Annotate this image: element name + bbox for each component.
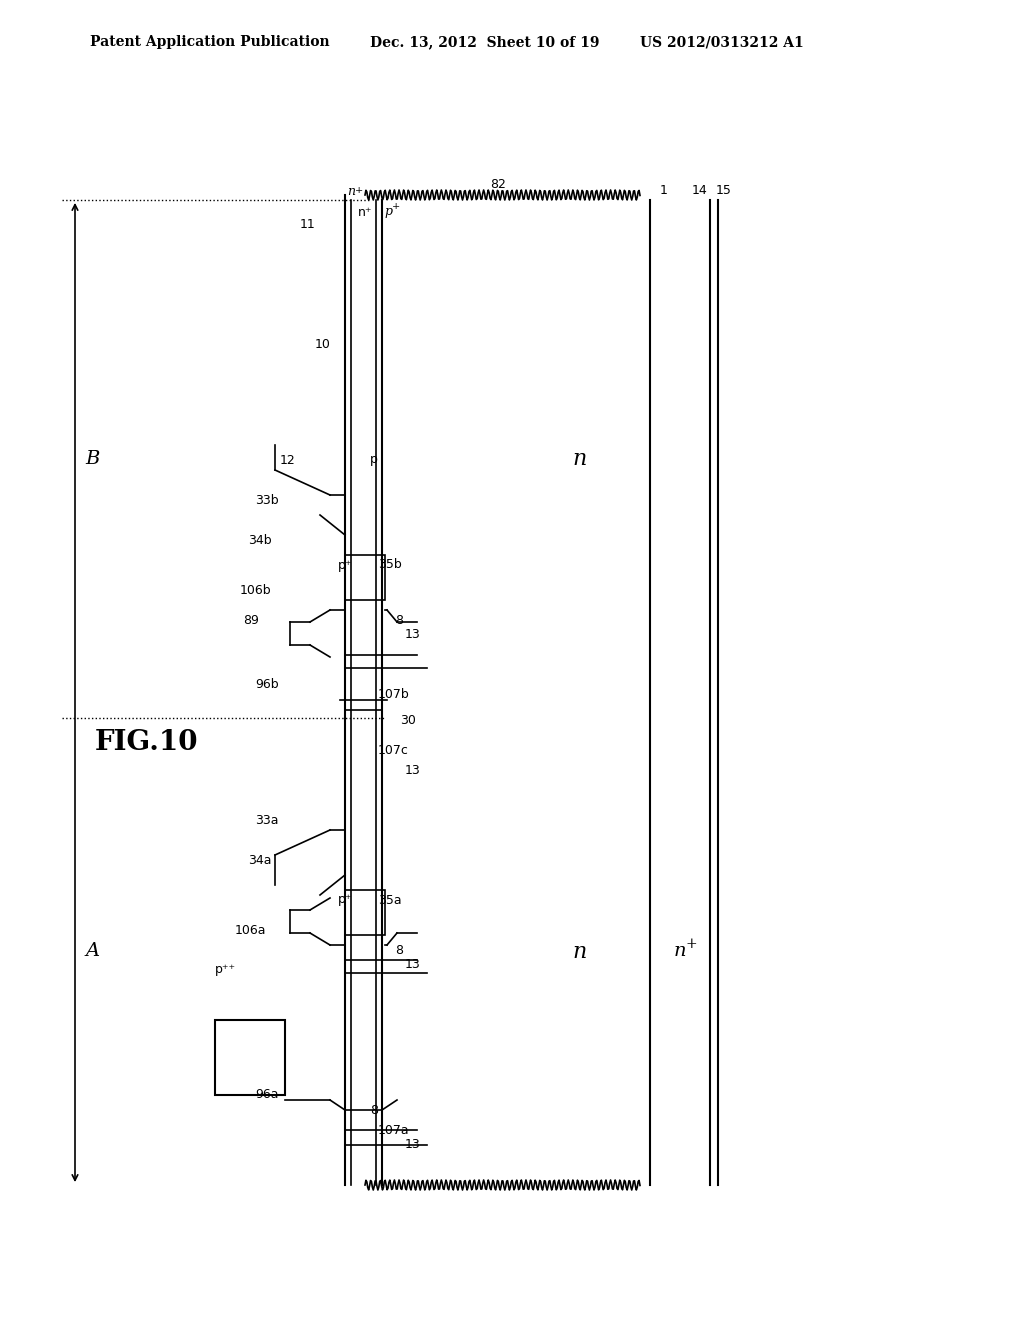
Text: B: B bbox=[85, 450, 99, 469]
Text: +: + bbox=[355, 186, 364, 195]
Text: p⁺: p⁺ bbox=[338, 558, 352, 572]
Text: 107a: 107a bbox=[378, 1123, 410, 1137]
Text: 1: 1 bbox=[660, 183, 668, 197]
Text: +: + bbox=[685, 936, 696, 950]
Text: 34a: 34a bbox=[248, 854, 271, 866]
Text: 107b: 107b bbox=[378, 689, 410, 701]
Text: p: p bbox=[384, 205, 392, 218]
Bar bbox=[345, 554, 385, 601]
Text: +: + bbox=[392, 202, 400, 211]
Text: 8: 8 bbox=[370, 1104, 378, 1117]
Text: p⁺⁺: p⁺⁺ bbox=[215, 964, 237, 977]
Text: 34b: 34b bbox=[248, 533, 271, 546]
Text: 15: 15 bbox=[716, 183, 732, 197]
Bar bbox=[215, 1020, 285, 1096]
Text: 33a: 33a bbox=[255, 813, 279, 826]
Text: n: n bbox=[572, 447, 587, 470]
Text: 12: 12 bbox=[280, 454, 296, 466]
Text: 8: 8 bbox=[395, 614, 403, 627]
Text: Patent Application Publication: Patent Application Publication bbox=[90, 36, 330, 49]
Text: 35a: 35a bbox=[378, 894, 401, 907]
Text: n⁺: n⁺ bbox=[358, 206, 373, 219]
Text: n: n bbox=[674, 942, 686, 961]
Text: US 2012/0313212 A1: US 2012/0313212 A1 bbox=[640, 36, 804, 49]
Text: 8: 8 bbox=[395, 944, 403, 957]
Text: 10: 10 bbox=[315, 338, 331, 351]
Text: 13: 13 bbox=[406, 958, 421, 972]
Text: p: p bbox=[370, 454, 378, 466]
Text: 96b: 96b bbox=[255, 678, 279, 692]
Text: 13: 13 bbox=[406, 1138, 421, 1151]
Text: n: n bbox=[347, 185, 355, 198]
Text: n: n bbox=[572, 940, 587, 962]
Text: 35b: 35b bbox=[378, 558, 401, 572]
Bar bbox=[345, 890, 385, 935]
Text: 96a: 96a bbox=[255, 1089, 279, 1101]
Text: 30: 30 bbox=[400, 714, 416, 726]
Text: 11: 11 bbox=[300, 219, 315, 231]
Text: A: A bbox=[85, 942, 99, 961]
Text: 89: 89 bbox=[243, 614, 259, 627]
Text: 82: 82 bbox=[490, 178, 506, 191]
Text: 13: 13 bbox=[406, 628, 421, 642]
Text: p⁺: p⁺ bbox=[338, 894, 352, 907]
Text: Dec. 13, 2012  Sheet 10 of 19: Dec. 13, 2012 Sheet 10 of 19 bbox=[370, 36, 599, 49]
Text: FIG.10: FIG.10 bbox=[95, 729, 199, 756]
Text: 33b: 33b bbox=[255, 494, 279, 507]
Text: 106a: 106a bbox=[234, 924, 266, 936]
Text: 107c: 107c bbox=[378, 743, 409, 756]
Text: 13: 13 bbox=[406, 763, 421, 776]
Text: 106b: 106b bbox=[240, 583, 271, 597]
Text: 14: 14 bbox=[692, 183, 708, 197]
